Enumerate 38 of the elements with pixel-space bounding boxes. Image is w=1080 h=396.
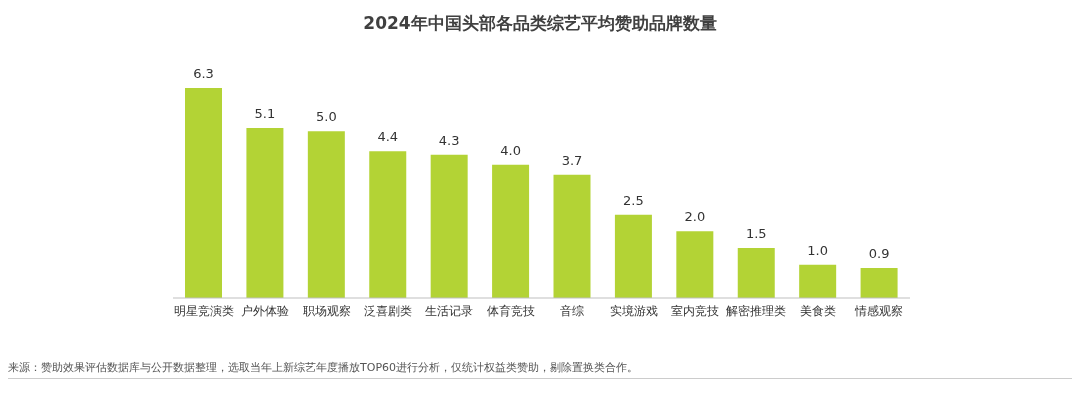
bar <box>369 151 407 298</box>
data-label: 6.3 <box>193 66 214 81</box>
chart-title: 2024年中国头部各品类综艺平均赞助品牌数量 <box>362 12 718 35</box>
x-tick-label: 户外体验 <box>241 303 290 318</box>
data-label: 4.0 <box>500 142 521 158</box>
data-label: 1.5 <box>745 226 767 241</box>
data-label: 4.3 <box>438 132 460 148</box>
data-label: 2.0 <box>684 209 706 225</box>
x-tick-label: 音综 <box>560 303 585 318</box>
data-label: 5.0 <box>315 109 337 125</box>
x-tick-label: 美食类 <box>799 303 836 318</box>
data-label: 2.5 <box>623 192 644 208</box>
x-tick-label: 体育竞技 <box>486 303 535 318</box>
x-tick-label: 解密推理类 <box>726 303 787 318</box>
bar <box>860 268 898 298</box>
x-tick-label: 室内竞技 <box>671 303 720 318</box>
bar <box>553 174 591 298</box>
bar <box>799 264 837 298</box>
bar <box>430 154 468 298</box>
bar <box>492 164 530 298</box>
data-label: 1.0 <box>807 242 829 258</box>
bar <box>307 131 345 298</box>
data-label: 0.9 <box>868 246 890 261</box>
x-tick-label: 职场观察 <box>302 303 351 318</box>
x-tick-label: 泛喜剧类 <box>363 303 412 318</box>
bar <box>614 214 652 298</box>
x-tick-label: 明星竞演类 <box>173 303 234 318</box>
source-note: 来源：赞助效果评估数据库与公开数据整理，选取当年上新综艺年度播放TOP60进行分析，仅统计权益类赞助，剔除置换类合作。 <box>8 360 1072 379</box>
bar <box>185 88 222 298</box>
x-tick-label: 生活记录 <box>425 303 474 318</box>
bar <box>737 248 775 298</box>
x-tick-label: 实境游戏 <box>609 303 658 318</box>
bar <box>246 128 284 298</box>
bar <box>676 231 714 298</box>
x-tick-label: 情感观察 <box>854 303 904 318</box>
data-label: 4.4 <box>377 129 399 145</box>
data-label: 3.7 <box>561 152 583 168</box>
data-label: 5.1 <box>254 106 276 121</box>
